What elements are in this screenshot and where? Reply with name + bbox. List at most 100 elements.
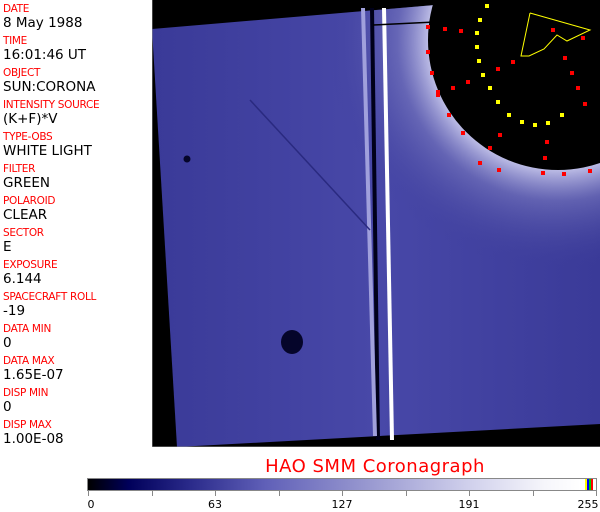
marker (563, 56, 567, 60)
marker (459, 29, 463, 33)
colorbar-tick-label: 0 (87, 498, 95, 511)
field-filter: FILTER GREEN (3, 163, 50, 191)
marker (426, 25, 430, 29)
marker (426, 50, 430, 54)
colorbar-tick (215, 491, 216, 496)
marker (488, 86, 492, 90)
field-label: EXPOSURE (3, 259, 58, 271)
marker (546, 121, 550, 125)
field-label: POLAROID (3, 195, 56, 207)
dust-spot (281, 330, 303, 354)
colorbar-tick (469, 491, 470, 496)
field-value: CLEAR (3, 207, 48, 223)
field-exposure: EXPOSURE 6.144 (3, 259, 58, 287)
field-label: DISP MAX (3, 419, 52, 431)
field-disp-max: DISP MAX 1.00E-08 (3, 419, 64, 447)
marker (543, 156, 547, 160)
colorbar-tick-label: 63 (208, 498, 222, 511)
field-value: 1.65E-07 (3, 367, 64, 383)
marker (478, 18, 482, 22)
marker (581, 36, 585, 40)
field-date: DATE 8 May 1988 (3, 3, 82, 31)
colorbar-tick (596, 491, 597, 496)
field-value: E (3, 239, 12, 255)
sector-outline (520, 12, 592, 57)
dust-spot-small (183, 155, 191, 163)
colorbar-tick (342, 491, 343, 496)
marker (520, 120, 524, 124)
field-value: GREEN (3, 175, 50, 191)
field-polaroid: POLAROID CLEAR (3, 195, 56, 223)
field-label: SPACECRAFT ROLL (3, 291, 97, 303)
field-value: -19 (3, 303, 26, 319)
field-label: SECTOR (3, 227, 44, 239)
occulter-disk (428, 0, 600, 170)
field-value: 0 (3, 399, 12, 415)
colorbar-tick (88, 491, 89, 496)
marker (475, 45, 479, 49)
colorbar-tick-label: 191 (458, 498, 480, 511)
field-label: FILTER (3, 163, 36, 175)
marker (570, 71, 574, 75)
marker (560, 113, 564, 117)
colorbar-tick (405, 491, 407, 496)
field-value: 16:01:46 UT (3, 47, 87, 63)
field-label: DISP MIN (3, 387, 49, 399)
marker (541, 171, 545, 175)
marker (498, 133, 502, 137)
field-value: 8 May 1988 (3, 15, 83, 31)
colorbar-marker-swatches (585, 479, 593, 490)
header-info-panel: DATE 8 May 1988 TIME 16:01:46 UT OBJECT SUN:C… (0, 0, 153, 447)
marker (488, 146, 492, 150)
marker (436, 93, 440, 97)
marker (511, 60, 515, 64)
field-label: DATA MAX (3, 355, 55, 367)
marker (481, 73, 485, 77)
marker (497, 168, 501, 172)
marker (583, 102, 587, 106)
colorbar-tick-label: 255 (577, 498, 599, 511)
marker (447, 113, 451, 117)
field-value: SUN:CORONA (3, 79, 96, 95)
field-label: OBJECT (3, 67, 41, 79)
pylon-streak-faint (361, 7, 377, 437)
marker (551, 28, 555, 32)
colorbar (87, 478, 597, 491)
marker (475, 31, 479, 35)
field-data-max: DATA MAX 1.65E-07 (3, 355, 64, 383)
marker (545, 140, 549, 144)
marker (562, 172, 566, 176)
field-label: DATE (3, 3, 30, 15)
field-time: TIME 16:01:46 UT (3, 35, 86, 63)
marker (466, 80, 470, 84)
field-label: TIME (3, 35, 28, 47)
colorbar-tick (278, 491, 280, 496)
marker (477, 59, 481, 63)
pylon-crossbar (372, 21, 436, 26)
marker (576, 86, 580, 90)
field-object: OBJECT SUN:CORONA (3, 67, 96, 95)
colorbar-tick (151, 491, 153, 496)
marker (533, 123, 537, 127)
marker (451, 86, 455, 90)
marker (430, 71, 434, 75)
marker (507, 113, 511, 117)
marker (588, 169, 592, 173)
field-value: (K+F)*V (3, 111, 58, 127)
field-value: WHITE LIGHT (3, 143, 92, 159)
pylon-streak-dark (370, 7, 380, 441)
field-value: 6.144 (3, 271, 42, 287)
field-label: TYPE-OBS (3, 131, 53, 143)
coronagraph-image (152, 0, 600, 447)
field-type-obs: TYPE-OBS WHITE LIGHT (3, 131, 92, 159)
marker (485, 4, 489, 8)
field-label: DATA MIN (3, 323, 51, 335)
alignment-markers (426, 4, 592, 176)
marker (443, 27, 447, 31)
field-disp-min: DISP MIN 0 (3, 387, 48, 415)
marker (478, 161, 482, 165)
field-sector: SECTOR E (3, 227, 44, 255)
pylon-streak-bright (382, 7, 394, 441)
field-spacecraft-roll: SPACECRAFT ROLL -19 (3, 291, 96, 319)
field-value: 0 (3, 335, 12, 351)
